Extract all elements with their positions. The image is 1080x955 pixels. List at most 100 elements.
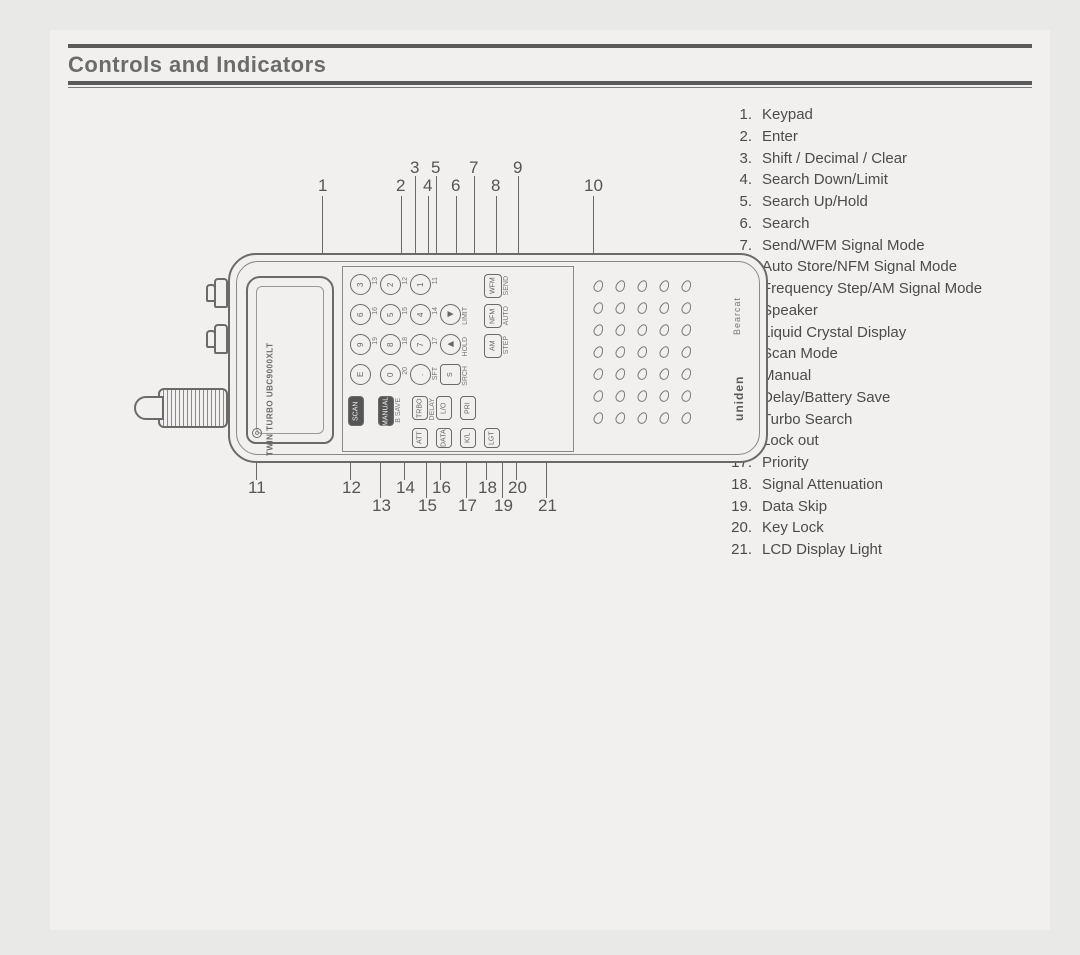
speaker-hole [680,389,693,404]
key-round: 3 [350,274,371,295]
callout-21: 21 [538,496,557,516]
key-pill: TRBO [412,396,428,420]
speaker-hole [680,367,693,382]
speaker-hole [614,367,627,382]
key-pill: WFM [484,274,502,298]
key-pill: MANUAL [378,396,394,426]
key-pill: S [440,364,461,385]
legend-label: Key Lock [762,517,824,539]
callout-12: 12 [342,478,361,498]
key-super: 14 [432,307,439,315]
speaker-hole [636,367,649,382]
key-super: 20 [402,367,409,375]
legend-label: Shift / Decimal / Clear [762,148,907,170]
key-pill: AM [484,334,502,358]
speaker-hole [636,345,649,360]
speaker-hole [614,345,627,360]
key-super: HOLD [462,337,469,356]
key-pill: K/L [460,428,476,448]
key-round: ◀ [440,304,461,325]
key-super: STEP [503,336,510,354]
indicator-led [252,428,262,438]
callout-4: 4 [423,176,432,196]
callout-5: 5 [431,158,440,178]
legend-label: Search [762,213,810,235]
key-round: 2 [380,274,401,295]
legend-label: Priority [762,452,809,474]
key-pill: NFM [484,304,502,328]
speaker-hole [636,301,649,316]
speaker-hole [614,323,627,338]
speaker-hole [658,301,671,316]
sub-brand-text: Bearcat [732,276,744,356]
knob [214,278,228,308]
callout-2: 2 [396,176,405,196]
speaker-hole [592,345,605,360]
key-super: 18 [402,337,409,345]
key-round: . [410,364,431,385]
legend-item: 19.Data Skip [728,496,982,518]
speaker-hole [680,411,693,426]
speaker-hole [614,411,627,426]
legend-item: 20.Key Lock [728,517,982,539]
key-super: SEND [503,276,510,295]
key-pill: ATT [412,428,428,448]
legend-label: Lock out [762,430,819,452]
speaker-hole [636,411,649,426]
antenna-connector [158,388,228,428]
section-title: Controls and Indicators [68,50,1032,81]
key-pill: DATA [436,428,452,448]
key-super: 17 [432,337,439,345]
key-pill: SCAN [348,396,364,426]
legend-label: LCD Display Light [762,539,882,561]
legend-label: Search Down/Limit [762,169,888,191]
key-pill: PRI [460,396,476,420]
legend-label: Keypad [762,104,813,126]
antenna-tip [134,396,164,420]
speaker-hole [592,389,605,404]
legend-item: 21.LCD Display Light [728,539,982,561]
speaker-hole [658,367,671,382]
key-round: E [350,364,371,385]
speaker-hole [614,389,627,404]
callout-7: 7 [469,158,478,178]
callout-17: 17 [458,496,477,516]
device-diagram: 1 2 3 4 5 6 7 8 9 10 11 12 13 14 15 16 1… [128,138,768,498]
legend-label: Auto Store/NFM Signal Mode [762,256,957,278]
callout-18: 18 [478,478,497,498]
key-round: 1 [410,274,431,295]
key-super: 19 [372,337,379,345]
key-super: 16 [372,307,379,315]
rule-top [68,44,1032,48]
speaker-hole [592,323,605,338]
key-super: 12 [402,277,409,285]
key-super: 11 [432,277,439,284]
legend-label: Frequency Step/AM Signal Mode [762,278,982,300]
speaker-hole [680,279,693,294]
speaker-grille [590,276,710,444]
speaker-hole [592,279,605,294]
speaker-hole [658,411,671,426]
brand-text: uniden [732,338,746,458]
speaker-hole [592,411,605,426]
speaker-hole [592,367,605,382]
key-super: SFT [432,367,439,380]
callout-13: 13 [372,496,391,516]
lcd [246,276,334,444]
key-round: 7 [410,334,431,355]
speaker-hole [614,301,627,316]
key-round: 9 [350,334,371,355]
key-super: AUTO [503,306,510,325]
callout-1: 1 [318,176,327,196]
key-pill: LGT [484,428,500,448]
key-round: 6 [350,304,371,325]
callout-9: 9 [513,158,522,178]
key-round: 4 [410,304,431,325]
legend-label: Delay/Battery Save [762,387,890,409]
callout-8: 8 [491,176,500,196]
legend-label: Liquid Crystal Display [762,322,906,344]
legend-label: Turbo Search [762,409,852,431]
callout-6: 6 [451,176,460,196]
legend-label: Send/WFM Signal Mode [762,235,925,257]
key-round: 8 [380,334,401,355]
